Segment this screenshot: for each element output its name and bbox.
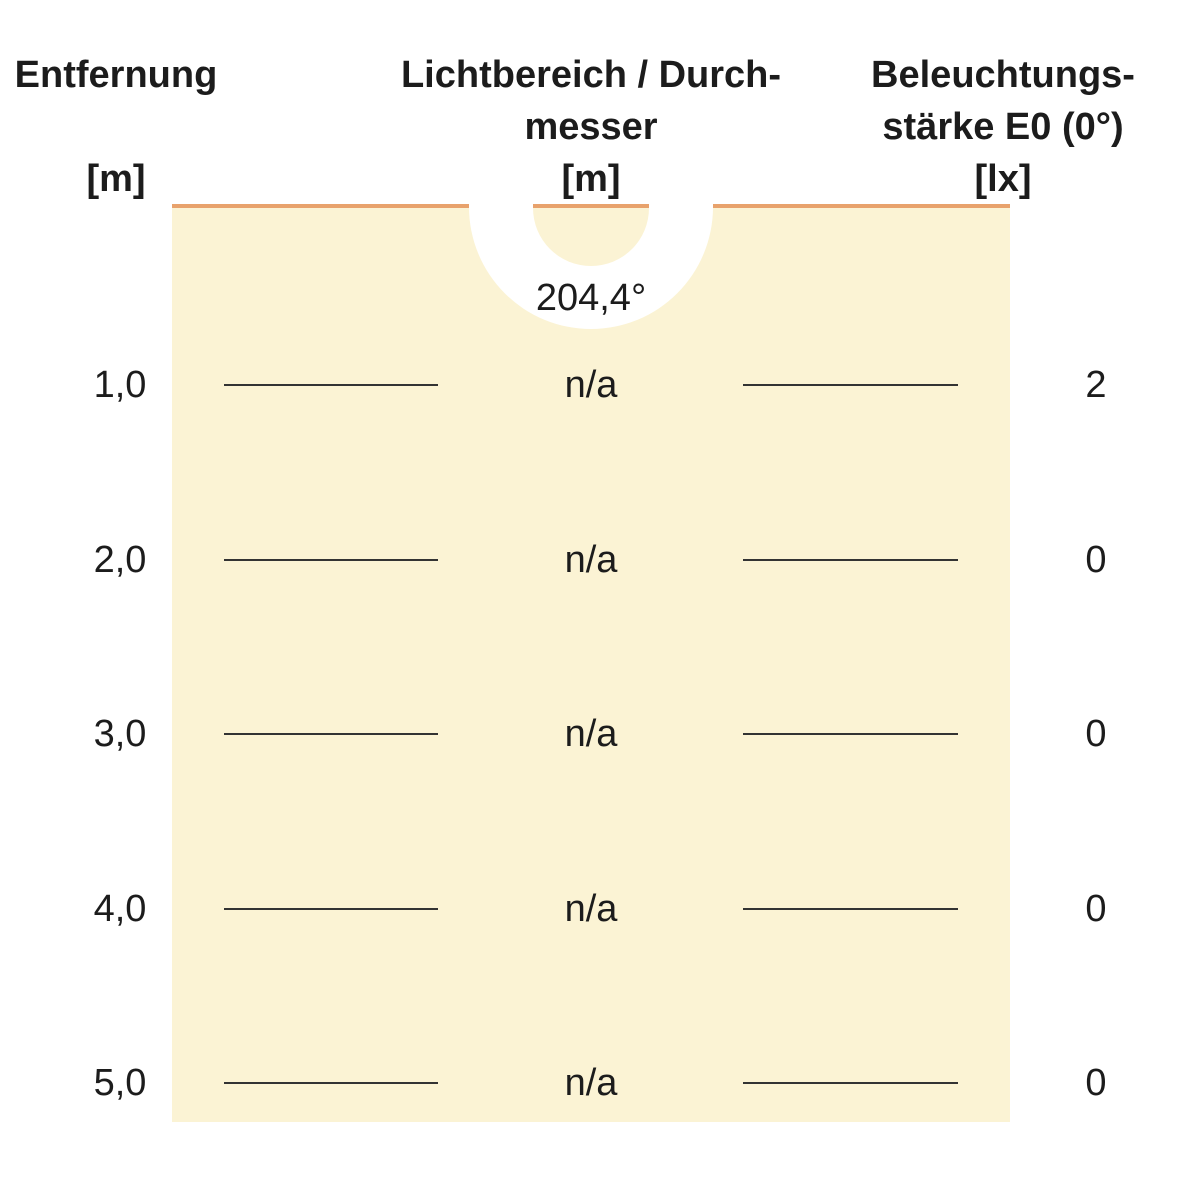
- distance-value: 2,0: [93, 539, 147, 581]
- diameter-value: n/a: [564, 539, 618, 581]
- header-title-line2: stärke E0 (0°): [882, 106, 1124, 148]
- header-title-line2: [15, 101, 218, 153]
- illuminance-value: 0: [1085, 1062, 1107, 1104]
- distance-value: 4,0: [93, 888, 147, 930]
- illuminance-value: 0: [1085, 888, 1107, 930]
- distance-value: 1,0: [93, 364, 147, 406]
- beam-edge-line-right: [743, 559, 958, 561]
- header-unit: [m]: [86, 158, 146, 200]
- diameter-value: n/a: [564, 888, 618, 930]
- illuminance-value: 0: [1085, 713, 1107, 755]
- header-title: Entfernung: [14, 54, 218, 96]
- distance-value: 5,0: [93, 1062, 147, 1104]
- diameter-value: n/a: [564, 713, 618, 755]
- distance-value: 3,0: [93, 713, 147, 755]
- beam-edge-line-right: [743, 384, 958, 386]
- column-header-diameter: Lichtbereich / Durch- messer [m]: [401, 49, 781, 205]
- illuminance-value: 2: [1085, 364, 1107, 406]
- light-cone-panel: [172, 204, 1010, 1122]
- beam-edge-line-right: [743, 1082, 958, 1084]
- diameter-value: n/a: [564, 364, 618, 406]
- header-title: Beleuchtungs-: [871, 54, 1135, 96]
- table-row: 5,0 n/a 0: [0, 1057, 1182, 1109]
- beam-angle-label: 204,4°: [535, 277, 647, 319]
- beam-edge-line-left: [224, 1082, 438, 1084]
- column-header-distance: Entfernung [m]: [15, 49, 218, 205]
- table-row: 2,0 n/a 0: [0, 534, 1182, 586]
- beam-edge-line-right: [743, 733, 958, 735]
- beam-edge-line-right: [743, 908, 958, 910]
- table-row: 4,0 n/a 0: [0, 883, 1182, 935]
- header-unit: [lx]: [974, 158, 1032, 200]
- table-row: 3,0 n/a 0: [0, 708, 1182, 760]
- illuminance-value: 0: [1085, 539, 1107, 581]
- header-title: Lichtbereich / Durch-: [400, 54, 782, 96]
- table-row: 1,0 n/a 2: [0, 359, 1182, 411]
- header-title-line2: messer: [524, 106, 658, 148]
- beam-edge-line-left: [224, 559, 438, 561]
- beam-edge-line-left: [224, 733, 438, 735]
- beam-edge-line-left: [224, 384, 438, 386]
- diameter-value: n/a: [564, 1062, 618, 1104]
- header-unit: [m]: [561, 158, 621, 200]
- column-header-illuminance: Beleuchtungs- stärke E0 (0°) [lx]: [871, 49, 1135, 205]
- beam-edge-line-left: [224, 908, 438, 910]
